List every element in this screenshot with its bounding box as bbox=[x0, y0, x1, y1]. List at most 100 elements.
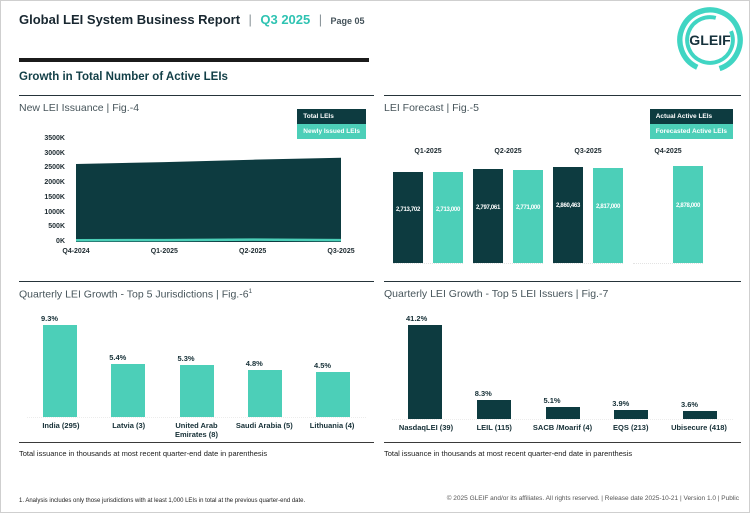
bar-chart-fig7: 41.2% 8.3% 5.1% 3.9% 3.6% bbox=[392, 308, 733, 420]
forecast-bar: 2,713,000 bbox=[433, 172, 463, 263]
report-quarter: Q3 2025 bbox=[260, 12, 311, 27]
bar-column: 4.5% bbox=[300, 361, 366, 417]
bar bbox=[476, 400, 511, 419]
report-title: Global LEI System Business Report bbox=[19, 12, 241, 27]
panel-top5-jurisdictions: Quarterly LEI Growth - Top 5 Jurisdictio… bbox=[19, 281, 374, 481]
legend-item-newly-issued-leis: Newly Issued LEIs bbox=[297, 124, 366, 139]
legend-item-total-leis: Total LEIs bbox=[297, 109, 366, 124]
forecast-bar: 2,860,463 bbox=[553, 167, 583, 263]
y-tick-label: 3000K bbox=[44, 149, 65, 157]
bar-value-label: 2,797,061 bbox=[476, 204, 500, 211]
pct-label: 9.3% bbox=[41, 314, 59, 323]
quarter-label: Q2-2025 bbox=[494, 148, 522, 155]
forecast-group: Q3-2025 2,860,463 2,817,000 bbox=[553, 148, 623, 264]
bar-column: 5.4% bbox=[95, 353, 161, 417]
section-title: Growth in Total Number of Active LEIs bbox=[19, 71, 228, 83]
quarter-label: Q4-2025 bbox=[654, 148, 682, 155]
y-tick-label: 1500K bbox=[44, 193, 65, 201]
header-separator: | bbox=[318, 12, 323, 27]
category-label: Ubisecure (418) bbox=[671, 423, 727, 432]
legend-fig5: Actual Active LEIs Forecasted Active LEI… bbox=[649, 109, 733, 139]
category-labels-fig6: India (295) Latvia (3) United Arab Emirate… bbox=[27, 421, 366, 439]
chart-title-fig6: Quarterly LEI Growth - Top 5 Jurisdictio… bbox=[19, 288, 253, 301]
pct-label: 41.2% bbox=[406, 314, 428, 323]
issuance-note: Total issuance in thousands at most rece… bbox=[19, 442, 374, 458]
bar-column: 3.9% bbox=[598, 399, 664, 419]
newly-issued-leis-line bbox=[75, 238, 342, 242]
pct-label: 3.6% bbox=[681, 400, 699, 409]
bar-column: 5.3% bbox=[164, 354, 230, 417]
bar-value-label: 2,878,000 bbox=[676, 202, 700, 209]
category-label: SACB /Moarif (4) bbox=[532, 423, 593, 432]
bar bbox=[179, 365, 214, 417]
quarter-label: Q1-2025 bbox=[414, 148, 442, 155]
category-label: Latvia (3) bbox=[112, 421, 146, 430]
bar-chart-fig6: 9.3% 5.4% 5.3% 4.8% 4.5% bbox=[27, 308, 366, 418]
y-tick-label: 0K bbox=[56, 238, 65, 245]
legend-fig4: Total LEIs Newly Issued LEIs bbox=[297, 109, 366, 139]
forecast-bar: 2,771,000 bbox=[513, 170, 543, 263]
bar-column: 4.8% bbox=[232, 359, 298, 417]
bar bbox=[614, 410, 649, 419]
chart-title-fig4: New LEI Issuance | Fig.-4 bbox=[19, 102, 140, 114]
bar bbox=[683, 411, 717, 419]
forecast-bar: 2,878,000 bbox=[673, 166, 703, 263]
pct-label: 4.8% bbox=[245, 359, 263, 368]
bar-column: 41.2% bbox=[392, 314, 458, 419]
chart-title-fig5: LEI Forecast | Fig.-5 bbox=[384, 102, 479, 114]
bar bbox=[408, 325, 442, 419]
category-label: United Arab Emirates (8) bbox=[175, 421, 218, 439]
area-chart-svg bbox=[75, 157, 342, 242]
bar-value-label: 2,817,000 bbox=[596, 204, 620, 211]
area-chart-fig4 bbox=[75, 139, 342, 242]
forecast-bar: 2,797,061 bbox=[473, 169, 503, 263]
category-label: LEIL (115) bbox=[476, 423, 512, 432]
chart-title-fig7: Quarterly LEI Growth - Top 5 LEI Issuers… bbox=[384, 288, 609, 300]
footnote-marker: 1 bbox=[248, 288, 253, 295]
bar-value-label: 2,713,000 bbox=[436, 206, 460, 213]
x-tick-label: Q4-2024 bbox=[62, 248, 90, 255]
analysis-footnote: 1. Analysis includes only those jurisdic… bbox=[19, 498, 306, 504]
panel-top5-lei-issuers: Quarterly LEI Growth - Top 5 LEI Issuers… bbox=[384, 281, 741, 481]
y-tick-label: 2500K bbox=[44, 164, 65, 172]
total-leis-area bbox=[76, 157, 341, 242]
bar bbox=[43, 325, 77, 417]
forecast-group: Q1-2025 2,713,702 2,713,000 bbox=[393, 148, 463, 264]
bar-column: 8.3% bbox=[461, 389, 527, 419]
x-tick-label: Q3-2025 bbox=[327, 248, 355, 255]
category-label: NasdaqLEI (39) bbox=[398, 423, 454, 432]
header-separator: | bbox=[248, 12, 252, 27]
category-label: Lithuania (4) bbox=[309, 421, 355, 430]
pct-label: 4.5% bbox=[314, 361, 332, 370]
gleif-logo-text: GLEIF bbox=[689, 32, 731, 48]
category-label: EQS (213) bbox=[613, 423, 649, 432]
header-rule bbox=[19, 58, 369, 62]
category-label: Saudi Arabia (5) bbox=[235, 421, 293, 430]
category-labels-fig7: NasdaqLEI (39) LEIL (115) SACB /Moarif (4)… bbox=[392, 423, 733, 432]
copyright-footer: © 2025 GLEIF and/or its affiliates. All … bbox=[446, 495, 739, 502]
issuance-note: Total issuance in thousands at most rece… bbox=[384, 442, 741, 458]
legend-item-forecasted-active-leis: Forecasted Active LEIs bbox=[649, 124, 733, 139]
pct-label: 3.9% bbox=[612, 399, 630, 408]
x-axis-fig4: Q4-2024 Q1-2025 Q2-2025 Q3-2025 bbox=[62, 248, 354, 260]
legend-item-actual-active-leis: Actual Active LEIs bbox=[649, 109, 733, 124]
y-tick-label: 500K bbox=[48, 223, 65, 231]
forecast-bar: 2,817,000 bbox=[593, 168, 623, 263]
bar bbox=[111, 364, 146, 417]
panel-lei-forecast: LEI Forecast | Fig.-5 Actual Active LEIs… bbox=[384, 95, 741, 277]
y-axis-fig4: 3500K 3000K 2500K 2000K 1500K 1000K 500K 0K bbox=[19, 135, 71, 245]
bar-column: 3.6% bbox=[667, 400, 733, 419]
category-label: India (295) bbox=[42, 421, 80, 430]
quarter-label: Q3-2025 bbox=[574, 148, 602, 155]
page-number: Page 05 bbox=[330, 16, 365, 26]
bar-value-label: 2,860,463 bbox=[556, 203, 580, 210]
pct-label: 5.1% bbox=[543, 396, 561, 405]
forecast-group: Q4-2025 2,878,000 bbox=[633, 148, 703, 264]
gleif-logo: GLEIF bbox=[675, 5, 745, 75]
bar-column: 5.1% bbox=[530, 396, 596, 419]
panel-new-lei-issuance: New LEI Issuance | Fig.-4 Total LEIs New… bbox=[19, 95, 374, 277]
pct-label: 5.3% bbox=[177, 354, 195, 363]
bar bbox=[316, 372, 350, 417]
gleif-logo-rings-icon: GLEIF bbox=[677, 7, 743, 73]
